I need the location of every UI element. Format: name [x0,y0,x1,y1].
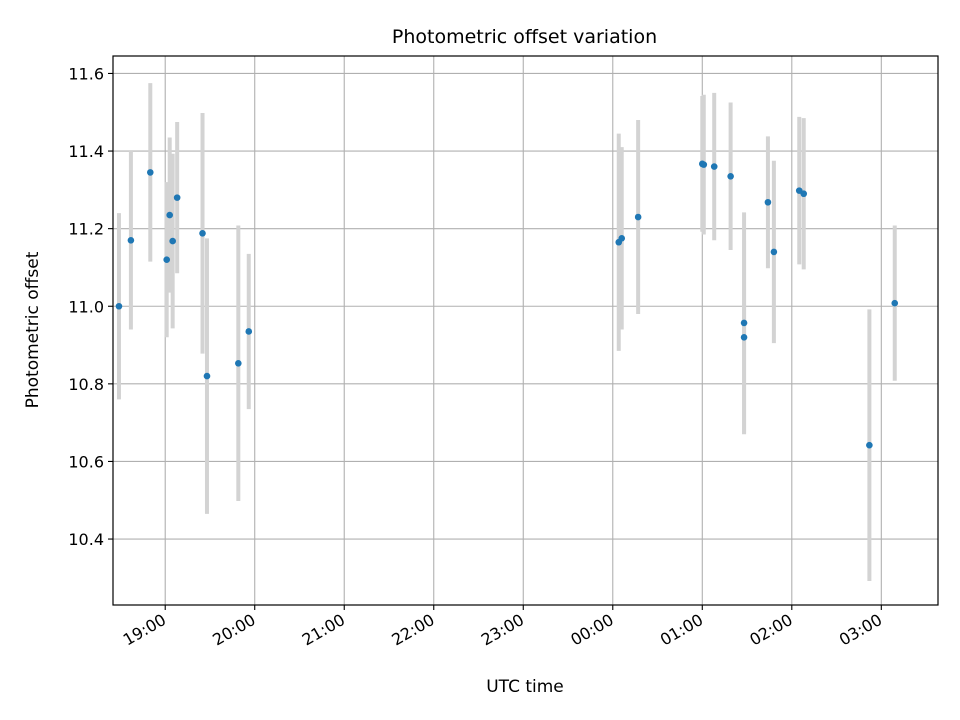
data-point [891,299,899,307]
data-point [727,172,734,180]
y-tick-label: 11.2 [68,220,104,239]
y-tick-label: 11.4 [68,142,104,161]
y-tick-label: 11.6 [68,64,104,83]
y-axis-title: Photometric offset [23,251,43,408]
data-point [618,235,626,242]
data-point [866,441,873,449]
data-point [173,194,181,201]
data-point [146,169,154,176]
y-tick-label: 10.6 [68,452,104,471]
data-point [199,230,206,237]
data-point [163,256,171,263]
chart-title: Photometric offset variation [392,26,657,48]
data-point [764,198,772,206]
plot-frame [112,55,939,606]
data-point [203,372,211,380]
data-point [115,302,123,310]
data-point [169,237,176,245]
data-point [235,359,242,367]
y-tick-label: 10.4 [68,530,104,549]
data-point [245,328,253,335]
data-point [740,319,748,327]
data-points [115,160,899,449]
data-point [710,163,718,170]
data-point [770,248,778,256]
data-point [166,211,173,219]
data-point [634,213,642,221]
y-tick-label: 10.8 [68,375,104,394]
x-axis-title: UTC time [486,677,564,697]
data-point [740,333,748,341]
data-point [127,236,135,244]
y-tick-label: 11.0 [68,297,104,316]
data-point [700,161,708,168]
data-point [800,190,808,198]
